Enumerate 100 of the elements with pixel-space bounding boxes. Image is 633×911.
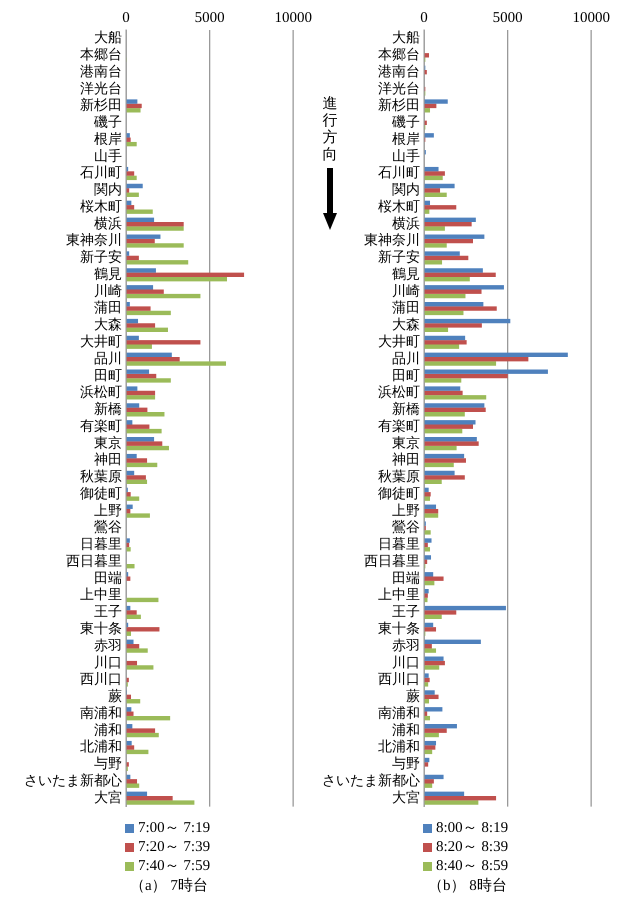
legend-label: 7:20～ 7:39 (138, 838, 210, 857)
bar (424, 707, 442, 712)
bar (126, 660, 138, 666)
y-tick-label: 秋葉原 (80, 469, 122, 486)
y-tick-label: 川口 (94, 654, 122, 671)
bar (424, 302, 484, 306)
y-tick-label: 横浜 (94, 216, 122, 232)
legend-label: 8:40～ 8:59 (436, 857, 508, 876)
y-tick-label: 有楽町 (80, 418, 122, 434)
y-tick-label: 西川口 (378, 672, 420, 688)
bar (424, 184, 455, 188)
bar (424, 656, 444, 661)
bar (424, 251, 460, 256)
bar (126, 209, 153, 214)
bar (126, 750, 148, 754)
y-tick-label: 蒲田 (94, 300, 122, 316)
y-tick-label: 大宮 (392, 790, 420, 806)
y-tick-label: 東十条 (378, 621, 420, 638)
bar (424, 758, 430, 762)
y-tick-label: 上野 (94, 502, 122, 519)
bar (126, 424, 150, 429)
bar (126, 205, 134, 210)
y-tick-label: 南浦和 (80, 705, 122, 722)
bar (424, 328, 448, 332)
bar (424, 99, 448, 104)
y-tick-label: 鶴見 (94, 266, 122, 282)
bar (424, 712, 428, 716)
bar (424, 648, 436, 653)
bar (126, 454, 137, 458)
y-tick-label: 神田 (94, 452, 122, 468)
y-tick-label: 浦和 (94, 722, 122, 738)
bar (424, 560, 428, 564)
y-tick-label: 浜松町 (80, 384, 122, 401)
bar (126, 792, 148, 796)
y-tick-label: 根岸 (94, 131, 122, 148)
bar (424, 441, 479, 446)
bar (126, 285, 154, 290)
y-tick-label: 本郷台 (80, 46, 122, 63)
y-tick-label: 王子 (94, 605, 122, 620)
bar (126, 260, 188, 264)
y-tick-label: 新子安 (378, 250, 420, 266)
bar (126, 428, 162, 434)
bar (126, 699, 140, 704)
bar (424, 610, 456, 615)
bar (126, 192, 139, 197)
bar (126, 508, 130, 514)
bar (126, 386, 138, 391)
bar (126, 171, 134, 176)
bar (126, 774, 130, 780)
bar (126, 547, 131, 552)
y-tick-label: 蕨 (108, 688, 122, 705)
bar (126, 437, 154, 442)
bar (126, 504, 133, 509)
bar (424, 176, 443, 180)
y-tick-label: 新子安 (80, 250, 122, 266)
bar (424, 694, 439, 700)
x-tick-label: 10000 (274, 10, 312, 26)
text: 進行方向 (322, 96, 338, 164)
bar (424, 446, 457, 450)
bar (424, 475, 465, 480)
bar (424, 357, 528, 362)
bar (424, 576, 444, 581)
bar (424, 580, 434, 586)
y-tick-label: 上野 (392, 502, 420, 519)
bar (424, 166, 439, 172)
legend-label: 7:00～ 7:19 (138, 819, 210, 838)
bar (424, 428, 462, 434)
bar (126, 395, 156, 400)
y-tick-label: 南浦和 (378, 705, 420, 722)
bar (424, 598, 428, 602)
bar (126, 446, 169, 450)
y-tick-label: 川崎 (392, 283, 420, 300)
bar (424, 104, 436, 108)
bar (424, 318, 510, 324)
bar (126, 378, 171, 383)
y-tick-label: 与野 (392, 756, 420, 772)
bar (126, 302, 130, 306)
bar (126, 412, 164, 416)
bar (424, 437, 477, 442)
bar (424, 294, 466, 298)
bar (126, 576, 130, 581)
bar (126, 779, 138, 784)
bar (424, 504, 436, 509)
bar (126, 496, 140, 501)
bar (126, 361, 226, 366)
x-tick-label: 10000 (572, 10, 610, 26)
bar (424, 285, 504, 290)
bar (126, 712, 134, 716)
y-tick-label: 田町 (94, 368, 122, 384)
y-tick-label: 新杉田 (378, 98, 420, 114)
y-tick-label: 蕨 (406, 688, 420, 705)
y-tick-label: 大井町 (378, 334, 420, 350)
y-tick-label: 鶯谷 (392, 520, 420, 536)
y-tick-label: 日暮里 (80, 536, 122, 553)
bar (126, 390, 156, 396)
bar (424, 627, 436, 632)
bar (424, 53, 430, 58)
bar (126, 294, 200, 298)
bar (424, 588, 429, 594)
bar (424, 783, 432, 788)
